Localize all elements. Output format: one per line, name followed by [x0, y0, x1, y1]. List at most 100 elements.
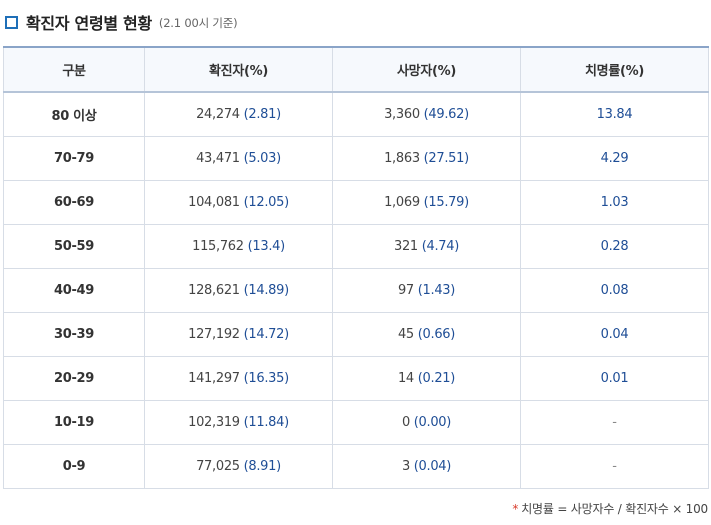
age-group-cell: 50-59 — [3, 223, 145, 269]
fatality-rate: 0.01 — [600, 370, 629, 386]
cases-count: 104,081 — [188, 194, 240, 210]
fatality-rate: 13.84 — [596, 106, 633, 122]
deaths-percent: (0.00) — [413, 414, 452, 430]
deaths-count: 0 — [401, 414, 410, 430]
cases-count: 115,762 — [192, 238, 244, 254]
deaths-cell: 3,360 (49.62) — [332, 91, 521, 137]
cases-count: 141,297 — [188, 370, 240, 386]
fatality-cell: 0.28 — [520, 223, 709, 269]
fatality-cell: 0.01 — [520, 355, 709, 401]
cases-percent: (11.84) — [243, 414, 290, 430]
deaths-count: 14 — [397, 370, 414, 386]
cases-percent: (13.4) — [247, 238, 286, 254]
header-group: 구분 — [3, 46, 145, 93]
header-cases: 확진자(%) — [144, 46, 333, 93]
age-group-cell: 20-29 — [3, 355, 145, 401]
fatality-rate: 1.03 — [600, 194, 629, 210]
deaths-percent: (1.43) — [417, 282, 456, 298]
table-row: 20-29 141,297 (16.35) 14 (0.21) 0.01 — [3, 355, 709, 401]
header-fatality: 치명률(%) — [520, 46, 709, 93]
table-row: 50-59 115,762 (13.4) 321 (4.74) 0.28 — [3, 223, 709, 269]
page-title: 확진자 연령별 현황 — [26, 14, 152, 33]
cases-count: 43,471 — [196, 150, 240, 166]
deaths-percent: (49.62) — [423, 106, 470, 122]
age-group-cell: 0-9 — [3, 443, 145, 489]
cases-percent: (14.89) — [243, 282, 290, 298]
fatality-cell: 13.84 — [520, 91, 709, 137]
deaths-cell: 97 (1.43) — [332, 267, 521, 313]
fatality-rate: - — [612, 414, 617, 430]
fatality-cell: - — [520, 399, 709, 445]
cases-percent: (16.35) — [243, 370, 290, 386]
cases-count: 24,274 — [196, 106, 240, 122]
table-row: 30-39 127,192 (14.72) 45 (0.66) 0.04 — [3, 311, 709, 357]
age-group-cell: 80 이상 — [3, 91, 145, 137]
fatality-rate: 0.08 — [600, 282, 629, 298]
cases-cell: 102,319 (11.84) — [144, 399, 333, 445]
deaths-percent: (0.04) — [413, 458, 452, 474]
cases-cell: 141,297 (16.35) — [144, 355, 333, 401]
cases-cell: 24,274 (2.81) — [144, 91, 333, 137]
cases-percent: (14.72) — [243, 326, 290, 342]
footnote-star: * — [512, 502, 519, 516]
fatality-cell: 4.29 — [520, 135, 709, 181]
table-row: 0-9 77,025 (8.91) 3 (0.04) - — [3, 443, 709, 489]
fatality-rate: 4.29 — [600, 150, 629, 166]
cases-cell: 104,081 (12.05) — [144, 179, 333, 225]
deaths-cell: 0 (0.00) — [332, 399, 521, 445]
deaths-percent: (27.51) — [423, 150, 470, 166]
deaths-count: 1,863 — [384, 150, 420, 166]
cases-percent: (12.05) — [243, 194, 290, 210]
fatality-rate: 0.04 — [600, 326, 629, 342]
cases-count: 127,192 — [188, 326, 240, 342]
table-row: 60-69 104,081 (12.05) 1,069 (15.79) 1.03 — [3, 179, 709, 225]
fatality-cell: - — [520, 443, 709, 489]
deaths-count: 45 — [397, 326, 414, 342]
cases-count: 77,025 — [196, 458, 240, 474]
table-row: 10-19 102,319 (11.84) 0 (0.00) - — [3, 399, 709, 445]
deaths-count: 3 — [401, 458, 410, 474]
cases-count: 128,621 — [188, 282, 240, 298]
cases-percent: (5.03) — [243, 150, 282, 166]
cases-cell: 77,025 (8.91) — [144, 443, 333, 489]
table-row: 80 이상 24,274 (2.81) 3,360 (49.62) 13.84 — [3, 91, 709, 137]
title-note: (2.1 00시 기준) — [158, 16, 238, 30]
age-group-cell: 30-39 — [3, 311, 145, 357]
deaths-cell: 3 (0.04) — [332, 443, 521, 489]
cases-cell: 115,762 (13.4) — [144, 223, 333, 269]
fatality-cell: 1.03 — [520, 179, 709, 225]
fatality-cell: 0.04 — [520, 311, 709, 357]
fatality-cell: 0.08 — [520, 267, 709, 313]
age-group-cell: 10-19 — [3, 399, 145, 445]
deaths-count: 97 — [397, 282, 414, 298]
table-header-row: 구분 확진자(%) 사망자(%) 치명률(%) — [3, 46, 709, 93]
deaths-percent: (4.74) — [421, 238, 460, 254]
square-bullet-icon — [5, 15, 18, 29]
deaths-count: 1,069 — [384, 194, 420, 210]
deaths-cell: 1,863 (27.51) — [332, 135, 521, 181]
age-group-cell: 70-79 — [3, 135, 145, 181]
deaths-cell: 45 (0.66) — [332, 311, 521, 357]
age-group-cell: 40-49 — [3, 267, 145, 313]
table-row: 40-49 128,621 (14.89) 97 (1.43) 0.08 — [3, 267, 709, 313]
cases-cell: 43,471 (5.03) — [144, 135, 333, 181]
deaths-count: 321 — [393, 238, 418, 254]
fatality-rate: 0.28 — [600, 238, 629, 254]
table-row: 70-79 43,471 (5.03) 1,863 (27.51) 4.29 — [3, 135, 709, 181]
deaths-percent: (15.79) — [423, 194, 470, 210]
age-stats-table: 구분 확진자(%) 사망자(%) 치명률(%) 80 이상 24,274 (2.8… — [3, 46, 709, 489]
cases-cell: 128,621 (14.89) — [144, 267, 333, 313]
age-group-cell: 60-69 — [3, 179, 145, 225]
fatality-rate: - — [612, 458, 617, 474]
footnote-text: 치명률 = 사망자수 / 확진자수 × 100 — [521, 502, 708, 516]
deaths-percent: (0.66) — [417, 326, 456, 342]
deaths-count: 3,360 — [384, 106, 420, 122]
cases-cell: 127,192 (14.72) — [144, 311, 333, 357]
header-deaths: 사망자(%) — [332, 46, 521, 93]
cases-percent: (8.91) — [243, 458, 282, 474]
deaths-percent: (0.21) — [417, 370, 456, 386]
table-body: 80 이상 24,274 (2.81) 3,360 (49.62) 13.84 70-7… — [3, 91, 709, 489]
deaths-cell: 1,069 (15.79) — [332, 179, 521, 225]
deaths-cell: 321 (4.74) — [332, 223, 521, 269]
section-title-row: 확진자 연령별 현황 (2.1 00시 기준) — [5, 9, 238, 35]
